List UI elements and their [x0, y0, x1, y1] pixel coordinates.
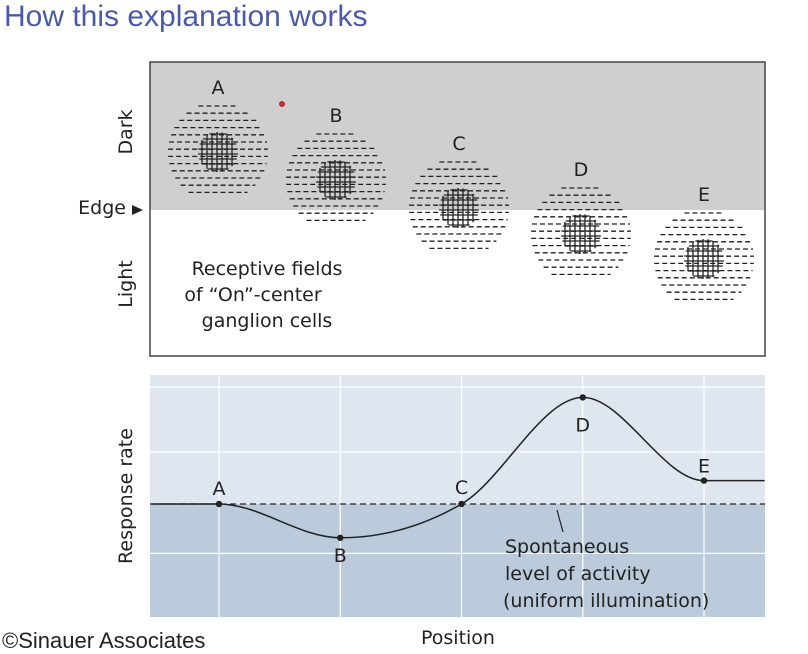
response-chart: A B C D E Spontaneous level of activity (uni…	[115, 375, 765, 649]
caption-line-2: of “On”-center	[184, 284, 321, 306]
point-label-a: A	[213, 478, 226, 500]
x-axis-label: Position	[421, 627, 495, 649]
center-crosshatch	[198, 132, 238, 172]
dark-axis-label: Dark	[115, 109, 137, 154]
center-crosshatch	[561, 214, 601, 254]
below-baseline-region	[150, 504, 765, 617]
point-label-c: C	[455, 477, 468, 499]
edge-arrow-icon	[132, 205, 143, 215]
chart-points: A B C D E	[213, 394, 710, 567]
receptive-field-panel: A B C D E Dark Light Edge Receptive fields o…	[78, 61, 766, 357]
center-crosshatch	[684, 239, 724, 279]
baseline-label-line-3: (uniform illumination)	[503, 590, 709, 612]
receptive-field-e: E	[654, 184, 754, 301]
receptive-field-d: D	[531, 159, 631, 276]
response-curve	[152, 396, 765, 539]
field-label-c: C	[452, 133, 465, 155]
baseline-label-line-2: level of activity	[505, 563, 651, 585]
point-label-d: D	[575, 414, 590, 436]
slide-title: How this explanation works	[4, 0, 368, 33]
baseline-pointer-line	[556, 509, 564, 533]
edge-label: Edge	[78, 197, 126, 219]
data-point-c	[458, 500, 465, 508]
panel-frame	[149, 61, 766, 357]
receptive-fields-layer: A B C D E	[168, 77, 754, 301]
point-label-b: B	[334, 545, 347, 567]
baseline-label-line-1: Spontaneous	[505, 536, 629, 558]
data-point-d	[579, 394, 586, 401]
center-crosshatch	[439, 188, 479, 228]
field-label-d: D	[574, 159, 589, 181]
light-axis-label: Light	[115, 260, 137, 307]
center-crosshatch	[316, 160, 356, 200]
data-point-a	[215, 500, 223, 508]
caption-line-3: ganglion cells	[202, 310, 333, 332]
dark-region	[150, 62, 765, 210]
receptive-field-b: B	[286, 105, 386, 222]
light-region	[150, 210, 765, 356]
y-axis-label: Response rate	[115, 428, 137, 564]
receptive-field-a: A	[168, 77, 268, 194]
field-label-b: B	[329, 105, 342, 127]
chart-grid	[150, 375, 765, 617]
red-dot	[279, 101, 285, 107]
copyright-notice: ©Sinauer Associates	[2, 628, 206, 653]
field-label-e: E	[698, 184, 710, 206]
data-point-b	[337, 534, 344, 541]
point-label-e: E	[698, 456, 710, 478]
field-label-a: A	[212, 77, 225, 99]
caption-line-1: Receptive fields	[192, 258, 343, 280]
data-point-e	[700, 477, 708, 484]
receptive-field-c: C	[409, 133, 509, 250]
